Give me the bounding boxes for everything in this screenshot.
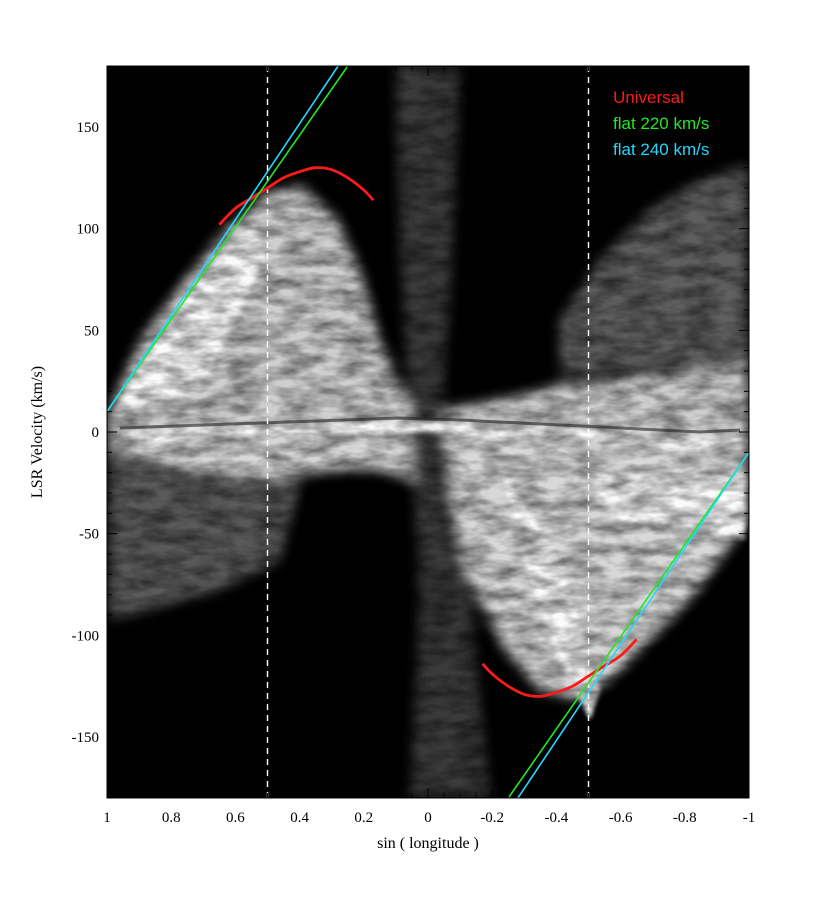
- y-tick-label: -50: [79, 527, 99, 543]
- x-tick-label: 0.8: [162, 810, 181, 826]
- emission-map: [107, 66, 749, 798]
- y-tick-label: 150: [77, 120, 100, 136]
- y-tick-label: 50: [84, 323, 99, 339]
- x-tick-label: 1: [103, 810, 111, 826]
- series-flat-240-km-s-segment-1: [517, 451, 749, 798]
- plot-frame: [106, 65, 750, 799]
- x-tick-label: 0.2: [354, 810, 373, 826]
- x-axis-title: sin ( longitude ): [377, 835, 479, 852]
- y-tick-label: -100: [72, 628, 100, 644]
- series-flat-220-km-s-segment-1: [507, 451, 749, 798]
- x-tick-label: -1: [743, 810, 756, 826]
- x-tick-label: 0.4: [290, 810, 309, 826]
- x-tick-label: -0.2: [480, 810, 504, 826]
- x-tick-label: 0.6: [226, 810, 245, 826]
- series-universal-segment-0: [218, 166, 375, 226]
- series-flat-240-km-s-segment-0: [107, 66, 339, 413]
- x-tick-label: -0.4: [545, 810, 569, 826]
- y-tick-label: 0: [92, 425, 100, 441]
- series-universal-segment-1: [481, 638, 638, 698]
- legend-entry-universal: Universal: [613, 88, 684, 107]
- y-axis-title: LSR Velocity (km/s): [29, 366, 46, 498]
- legend-entry-flat-220-km-s: flat 220 km/s: [613, 114, 709, 133]
- series-flat-220-km-s-segment-0: [107, 66, 349, 413]
- x-tick-label: -0.8: [673, 810, 697, 826]
- y-tick-label: 100: [77, 222, 100, 238]
- y-tick-label: -150: [72, 730, 100, 746]
- x-tick-label: 0: [424, 810, 432, 826]
- legend-entry-flat-240-km-s: flat 240 km/s: [613, 140, 709, 159]
- x-tick-label: -0.6: [609, 810, 633, 826]
